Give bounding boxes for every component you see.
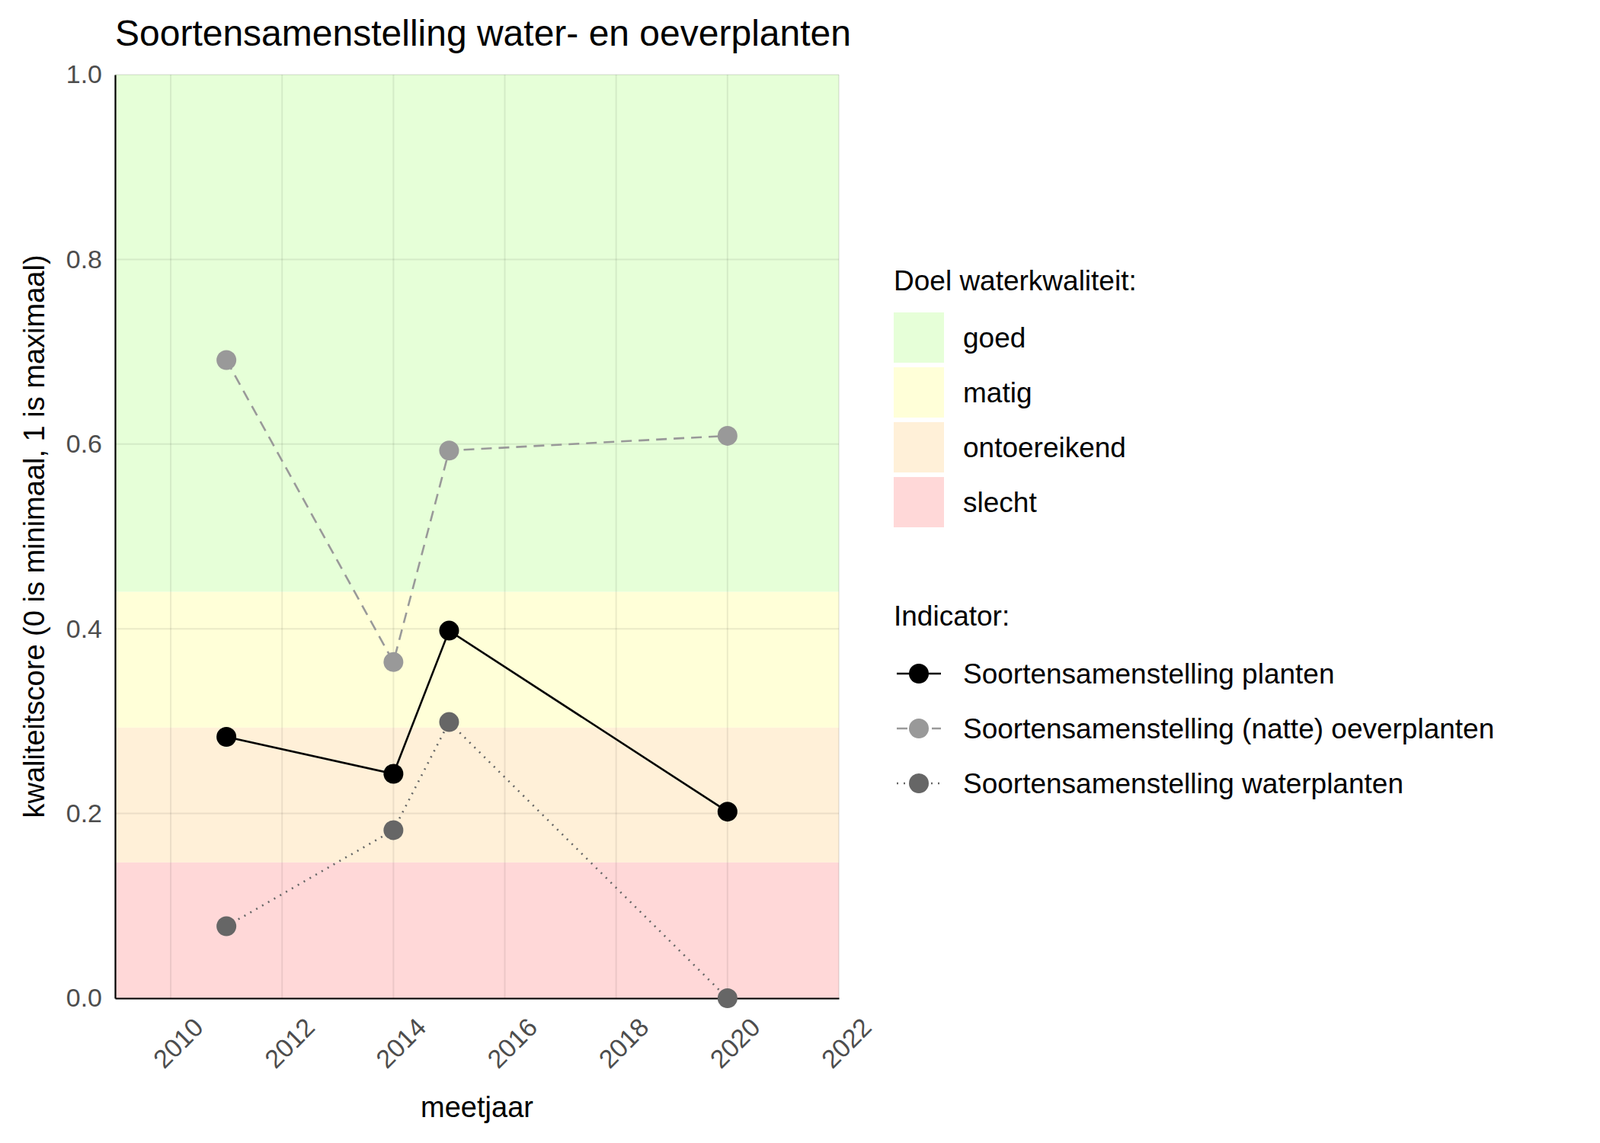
series-point [717,988,738,1008]
quality-band [115,592,839,728]
grid-line-y [115,627,839,630]
grid-line-x [726,74,729,999]
y-tick: 0.4 [66,614,116,644]
grid-line-x [615,74,618,999]
series-point [216,915,237,936]
series-point [438,712,459,733]
legend-label: Soortensamenstelling (natte) oeverplante… [963,713,1495,745]
x-tick: 2012 [259,998,320,1074]
x-tick-label: 2022 [816,1011,877,1073]
x-tick: 2022 [816,998,877,1074]
grid-line-y [115,258,839,260]
grid-line-x [504,74,506,999]
y-tick: 0.6 [66,428,116,458]
data [216,350,738,1008]
y-axis-line [114,75,116,999]
x-axis: 2010 2012 2014 2016 2018 2020 2022 [115,998,877,1074]
y-tick: 0.0 [66,982,116,1012]
legend-title: Indicator: [893,600,1010,632]
grid-line-x [392,74,394,999]
legend-label: Soortensamenstelling waterplanten [963,768,1404,800]
quality-band [115,74,839,592]
y-axis: 0.0 0.2 0.4 0.6 0.8 1.0 [66,59,116,1012]
y-tick: 0.8 [66,244,116,274]
x-tick: 2018 [592,998,654,1074]
series-line [226,630,728,813]
legend-swatch [893,367,944,418]
x-tick: 2014 [370,998,432,1074]
legend-swatch [893,476,944,528]
series-point [383,652,404,672]
bands [115,74,839,999]
legend-key-marker [908,773,929,794]
x-tick-label: 2012 [259,1011,320,1073]
x-tick-label: 2010 [147,1011,209,1073]
legend-key-marker [908,718,929,739]
legend-label: matig [963,377,1032,409]
x-tick: 2020 [704,998,765,1074]
x-tick-label: 2020 [704,1011,765,1073]
legend-label: slecht [963,486,1037,519]
y-tick-label: 0.8 [66,244,103,274]
x-tick-label: 2018 [592,1011,654,1073]
series-point [383,819,404,840]
y-tick-label: 0.6 [66,428,103,458]
legend-swatch [893,312,944,363]
x-axis-title: meetjaar [420,1091,534,1124]
y-tick-label: 1.0 [66,59,103,89]
y-tick-label: 0.4 [66,614,103,644]
series-point [438,440,459,461]
grid-line-y [115,73,839,76]
legend-label: Soortensamenstelling planten [963,658,1335,690]
chart: 2010 2012 2014 2016 2018 2020 2022 0.0 0.2 0.4 0.6… [0,0,1600,1143]
series-point [216,726,237,747]
grid-line-x [281,74,283,999]
series-point [717,801,738,822]
legend-label: goed [963,322,1026,354]
y-tick-label: 0.0 [66,982,103,1012]
series-line [226,360,728,663]
legend-title: Doel waterkwaliteit: [893,265,1137,297]
y-axis-title: kwaliteitscore (0 is minimaal, 1 is maxi… [18,254,51,818]
y-tick: 0.2 [66,798,116,828]
x-tick: 2016 [481,998,543,1074]
y-tick: 1.0 [66,59,116,89]
y-tick-label: 0.2 [66,798,103,828]
x-tick: 2010 [147,998,209,1074]
legend: Doel waterkwaliteit: goed matig ontoereiken… [893,265,1495,800]
chart-title: Soortensamenstelling water- en oeverplan… [115,12,852,54]
x-tick-label: 2014 [370,1011,432,1073]
series-point [383,763,404,784]
series-point [717,425,738,446]
series-line [226,722,728,999]
legend-key-marker [908,663,929,684]
legend-swatch [893,422,944,473]
quality-band [115,727,839,863]
legend-label: ontoereikend [963,432,1127,464]
grid [115,74,839,999]
series-point [216,350,237,371]
grid-line-x [838,74,840,999]
series-point [438,620,459,641]
quality-band [115,862,839,999]
grid-line-x [169,74,172,999]
x-tick-label: 2016 [481,1011,543,1073]
